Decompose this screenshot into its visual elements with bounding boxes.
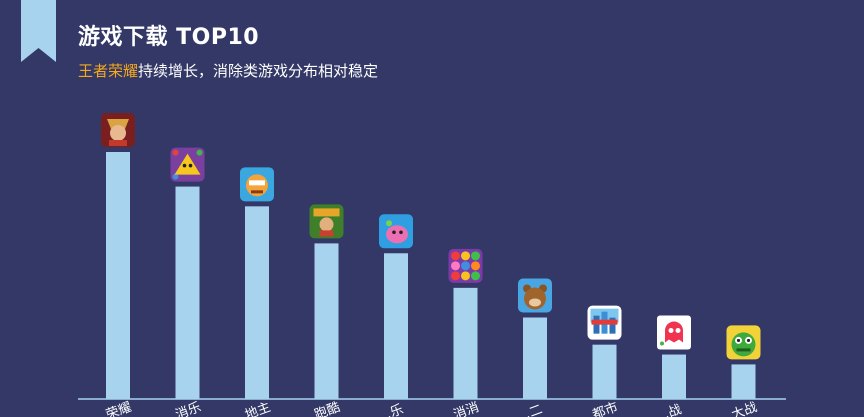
hero-warrior-icon — [101, 113, 135, 147]
bar — [175, 186, 200, 399]
x-tick-label: …大战 — [717, 400, 759, 417]
cartoon-character-icon — [240, 167, 274, 202]
x-tick-label: …跑酷 — [300, 400, 342, 417]
green-monster-icon — [726, 325, 761, 360]
brown-bear-icon — [518, 278, 552, 313]
bar — [245, 206, 269, 399]
bookmark-ribbon-icon — [21, 0, 56, 62]
x-tick-label: …战 — [654, 402, 684, 417]
bar — [731, 364, 756, 399]
bar — [453, 287, 478, 399]
bar — [592, 344, 617, 399]
x-tick-label: …荣耀 — [92, 400, 134, 417]
bar — [662, 354, 686, 399]
x-tick-label: …乐 — [376, 402, 406, 417]
red-ghost-icon — [657, 315, 691, 350]
colorful-candy-icon — [448, 248, 483, 283]
x-tick-label: …消消 — [439, 400, 481, 417]
city-buildings-icon — [587, 305, 622, 340]
pink-blob-icon — [379, 214, 413, 249]
subtitle-highlight: 王者荣耀 — [78, 62, 139, 80]
runner-icon — [309, 204, 344, 239]
x-tick-label: …地主 — [231, 400, 273, 417]
x-tick-label: …都市 — [578, 399, 620, 417]
bar — [106, 152, 130, 399]
x-tick-label: …消乐 — [161, 400, 203, 417]
bar — [384, 253, 408, 399]
bar — [523, 317, 547, 399]
page-subtitle: 王者荣耀持续增长，消除类游戏分布相对稳定 — [78, 60, 378, 81]
subtitle-text: 持续增长，消除类游戏分布相对稳定 — [138, 62, 379, 80]
page-title: 游戏下载 TOP10 — [78, 25, 260, 50]
bar — [314, 243, 339, 399]
x-tick-label: …二 — [515, 402, 545, 417]
yellow-bird-icon — [170, 147, 205, 182]
